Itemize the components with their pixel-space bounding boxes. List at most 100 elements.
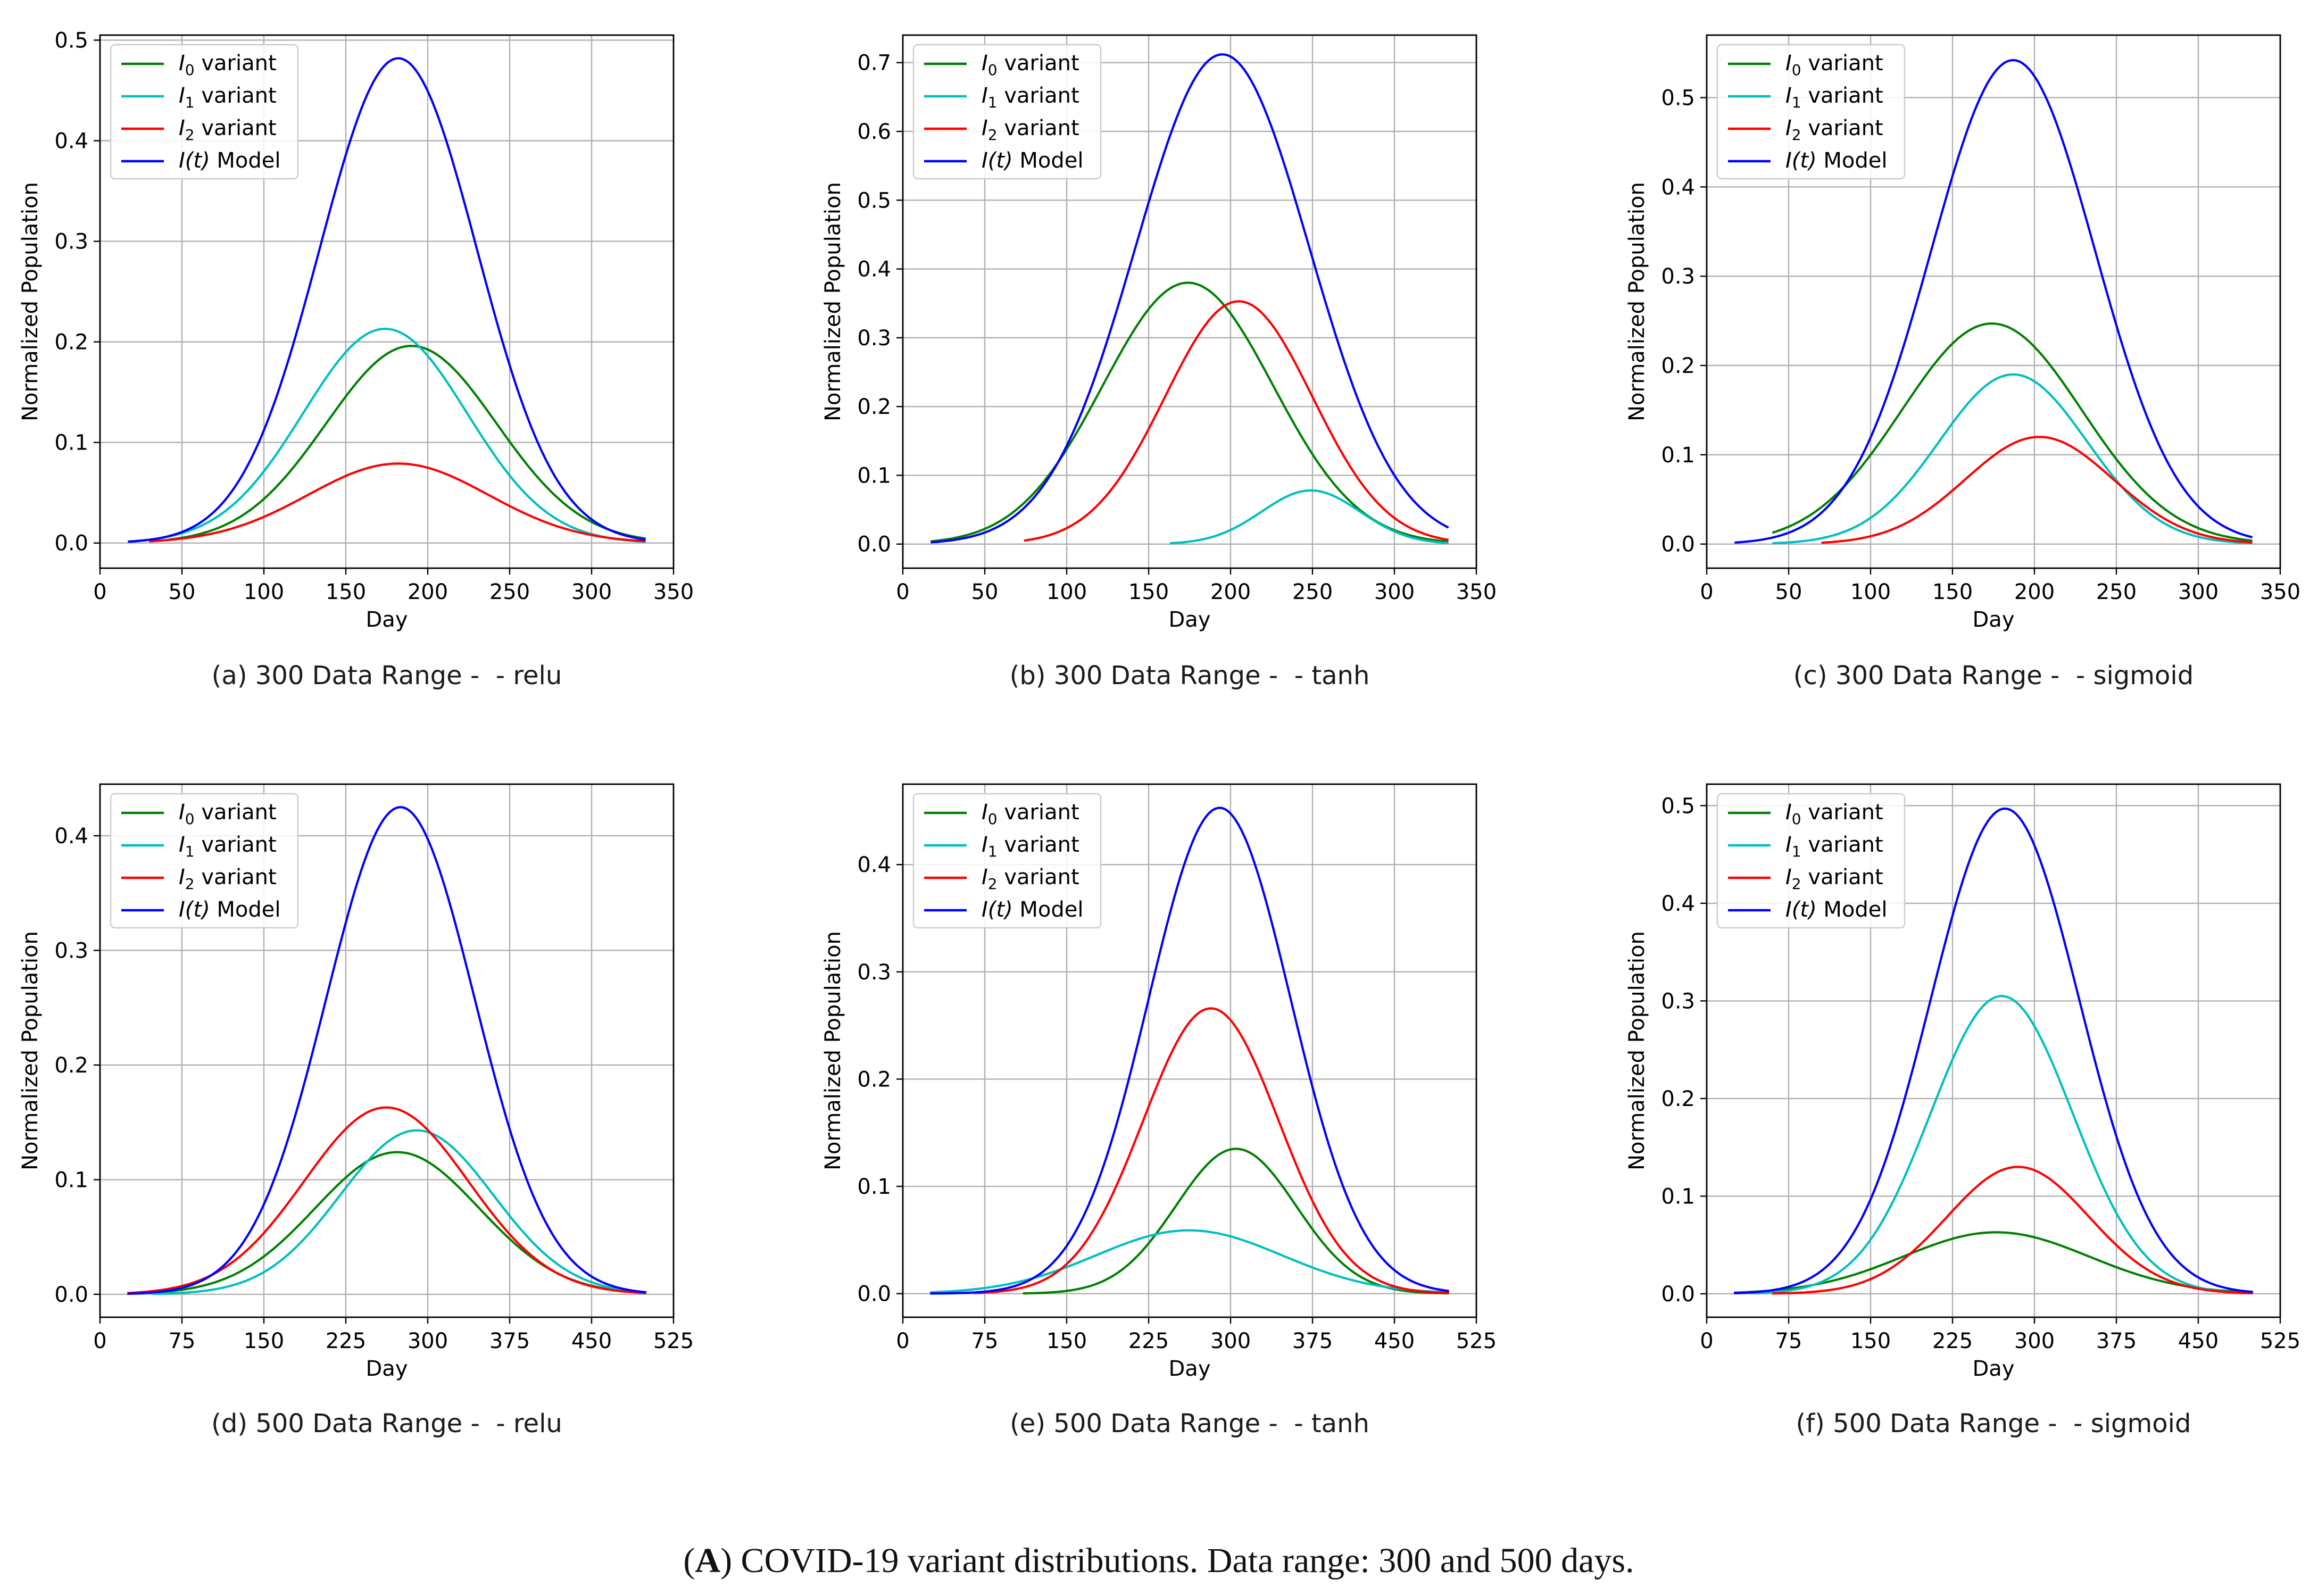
legend-text: variant [1801,51,1883,76]
series-line [1772,322,2253,542]
x-tick-label: 150 [326,580,366,604]
x-axis-label: Day [1169,608,1211,632]
x-tick-label: 0 [1700,1329,1713,1353]
legend-text: variant [998,800,1079,825]
y-tick-label: 0.4 [857,257,891,282]
y-axis-label: Normalized Population [18,182,43,421]
panel-caption: (b) 300 Data Range - - tanh [1010,661,1370,691]
figure-caption-suffix: ) COVID-19 variant distributions. Data r… [720,1541,1634,1580]
x-tick-label: 150 [244,1329,284,1353]
x-tick-label: 0 [1700,580,1713,604]
legend-label: I2 variant [1785,865,1883,893]
y-tick-label: 0.2 [1661,354,1695,378]
legend-subscript: 1 [1792,843,1801,860]
legend-math: I [1785,116,1792,140]
y-tick-label: 0.2 [54,1053,88,1078]
panel-caption: (e) 500 Data Range - - tanh [1010,1409,1369,1439]
series-line [1023,1148,1449,1295]
legend-text: variant [195,84,277,108]
legend-text: Model [1013,897,1084,922]
legend-box [912,44,1102,180]
x-tick-label: 450 [571,1329,612,1353]
series-line [1772,373,2253,545]
y-tick-label: 0.5 [54,28,88,53]
x-tick-label: 375 [1292,1329,1333,1353]
y-tick-label: 0.6 [857,120,891,144]
legend-label: I0 variant [982,51,1079,79]
series-line [1169,489,1449,545]
panel-caption: (f) 500 Data Range - - sigmoid [1796,1409,2191,1439]
x-tick-label: 100 [244,580,284,604]
x-tick-label: 300 [2178,580,2219,604]
y-tick-label: 0.0 [54,1283,88,1307]
y-tick-label: 0.2 [857,1067,891,1092]
y-axis-label: Normalized Population [18,931,43,1170]
legend-math: I [982,800,988,825]
legend-math: I [179,84,185,108]
legend-text: Model [1817,148,1888,173]
legend-label: I1 variant [179,84,277,111]
legend-subscript: 2 [988,875,998,893]
x-tick-label: 75 [169,1329,196,1353]
y-tick-label: 0.5 [1661,86,1695,110]
legend-label: I1 variant [1785,84,1883,111]
panel-caption: (c) 300 Data Range - - sigmoid [1793,661,2194,691]
y-tick-label: 0.3 [1661,989,1695,1013]
legend-label: I(t) Model [1785,897,1888,922]
legend-label: I(t) Model [982,897,1084,922]
x-tick-label: 300 [571,580,612,604]
legend-math: I(t) [1785,148,1817,173]
legend-label: I1 variant [982,84,1079,111]
legend-label: I(t) Model [1785,148,1888,173]
legend-math: I [982,51,988,76]
y-tick-label: 0.3 [54,938,88,963]
legend-label: I1 variant [179,833,277,860]
y-tick-label: 0.0 [857,1282,891,1307]
y-tick-label: 0.2 [54,330,88,355]
legend-math: I [179,833,185,857]
x-tick-label: 50 [971,580,999,604]
y-tick-label: 0.3 [54,230,88,254]
legend-subscript: 2 [988,126,998,144]
legend-subscript: 0 [988,810,998,828]
y-tick-label: 0.4 [1661,892,1695,916]
y-tick-label: 0.4 [54,129,88,154]
legend-subscript: 1 [1792,94,1801,111]
y-tick-label: 0.5 [857,188,891,213]
y-axis-label: Normalized Population [821,931,845,1170]
legend-subscript: 1 [988,843,998,860]
panel-caption: (a) 300 Data Range - - relu [212,661,562,691]
legend-math: I [982,116,988,140]
chart-panels: 0 50 100 150 200 250 300 3500.00.10.20.30.40.5D… [18,28,2300,1439]
x-tick-label: 200 [2014,580,2055,604]
legend-label: I0 variant [1785,51,1883,79]
legend-math: I [1785,833,1792,857]
x-tick-label: 375 [489,1329,530,1353]
legend-math: I(t) [179,897,210,922]
y-tick-label: 0.2 [857,395,891,419]
legend-box [110,793,299,929]
x-tick-label: 100 [1046,580,1087,604]
legend-label: I(t) Model [179,897,281,922]
legend-text: variant [1801,800,1883,825]
y-axis-label: Normalized Population [1625,931,1649,1170]
x-tick-label: 0 [93,1329,106,1353]
y-tick-label: 0.0 [54,531,88,556]
legend-label: I2 variant [179,865,277,893]
legend-label: I1 variant [1785,833,1883,860]
legend-label: I2 variant [982,865,1079,893]
series-line [1734,807,2253,1294]
legend-label: I0 variant [1785,800,1883,828]
y-tick-label: 0.0 [857,533,891,557]
plot-frame [1706,783,2281,1318]
x-tick-label: 375 [2096,1329,2137,1353]
legend-text: variant [195,865,277,890]
y-tick-label: 0.3 [1661,264,1695,289]
x-axis-label: Day [366,1357,408,1381]
series-line [930,53,1449,544]
legend-label: I2 variant [1785,116,1883,144]
x-tick-label: 450 [2178,1329,2219,1353]
y-tick-label: 0.1 [857,1175,891,1199]
legend-subscript: 1 [988,94,998,111]
legend-text: variant [998,51,1079,76]
